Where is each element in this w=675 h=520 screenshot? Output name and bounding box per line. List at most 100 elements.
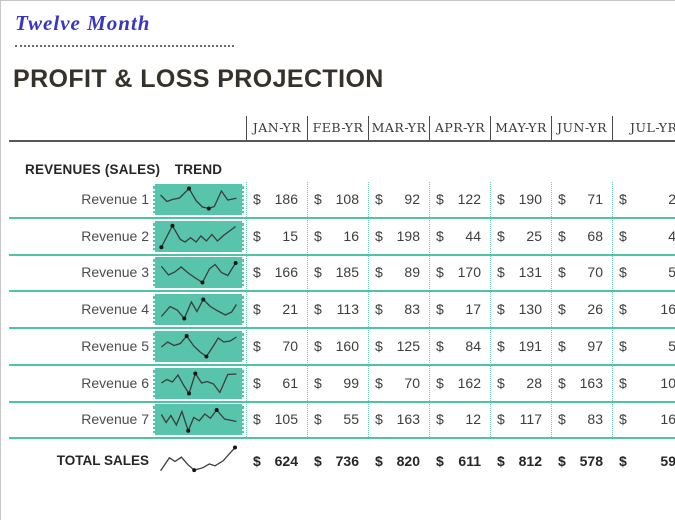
currency-symbol: $ (375, 191, 383, 207)
value-cell-revenue-6-mar-yr[interactable]: $70 (368, 366, 429, 401)
value-cell-revenue-1-jun-yr[interactable]: $71 (551, 182, 612, 217)
trend-sparkline-cell[interactable] (153, 257, 244, 289)
revenue-row-5: Revenue 5 $70$160$125$84$191$97$5 (1, 329, 675, 366)
value-cell-revenue-5-apr-yr[interactable]: $84 (429, 329, 490, 364)
row-divider-line (9, 253, 675, 256)
value-cell-revenue-6-feb-yr[interactable]: $99 (307, 366, 368, 401)
value-cell-revenue-7-jan-yr[interactable]: $105 (246, 402, 307, 437)
currency-symbol: $ (619, 264, 627, 281)
value-cell-revenue-4-apr-yr[interactable]: $17 (429, 292, 490, 327)
value-cell-revenue-3-feb-yr[interactable]: $185 (307, 255, 368, 290)
month-header-apr-yr[interactable]: APR-YR (429, 116, 490, 140)
value-cell-revenue-5-jan-yr[interactable]: $70 (246, 329, 307, 364)
value-cell-revenue-6-jul-yr-clipped[interactable]: $10 (612, 366, 675, 401)
row-label[interactable]: Revenue 1 (81, 191, 149, 207)
value-cell-revenue-1-jan-yr[interactable]: $186 (246, 182, 307, 217)
value-cell-revenue-5-may-yr[interactable]: $191 (490, 329, 551, 364)
value-cell-revenue-4-jul-yr-clipped[interactable]: $16 (612, 292, 675, 327)
trend-sparkline-cell[interactable] (153, 294, 244, 326)
value-cell-revenue-3-apr-yr[interactable]: $170 (429, 255, 490, 290)
row-label[interactable]: Revenue 5 (81, 337, 149, 354)
value-cell-revenue-7-mar-yr[interactable]: $163 (368, 402, 429, 437)
value-cell-revenue-1-jul-yr-clipped[interactable]: $2 (612, 182, 675, 217)
value-cell-total-sales-apr-yr[interactable]: $611 (429, 441, 490, 481)
cell-value-partial: 59 (660, 453, 675, 469)
revenues-section-header[interactable]: REVENUES (SALES) (25, 162, 161, 177)
value-cell-revenue-1-mar-yr[interactable]: $92 (368, 182, 429, 217)
value-cell-revenue-4-feb-yr[interactable]: $113 (307, 292, 368, 327)
trend-sparkline-cell[interactable] (153, 220, 244, 252)
row-label[interactable]: Revenue 6 (81, 374, 149, 391)
currency-symbol: $ (253, 264, 261, 281)
value-cell-revenue-2-mar-yr[interactable]: $198 (368, 219, 429, 254)
trend-column-header[interactable]: TREND (174, 162, 223, 177)
value-cell-revenue-3-jun-yr[interactable]: $70 (551, 255, 612, 290)
month-header-jun-yr[interactable]: JUN-YR (551, 116, 612, 140)
row-label[interactable]: Revenue 3 (81, 264, 149, 281)
sheet-tab-title[interactable]: Twelve Month (15, 11, 151, 35)
currency-symbol: $ (619, 453, 627, 469)
trend-sparkline-cell[interactable] (153, 330, 244, 362)
currency-symbol: $ (497, 411, 505, 428)
currency-symbol: $ (497, 191, 505, 207)
value-cell-revenue-5-feb-yr[interactable]: $160 (307, 329, 368, 364)
value-cell-revenue-1-may-yr[interactable]: $190 (490, 182, 551, 217)
value-cell-revenue-6-apr-yr[interactable]: $162 (429, 366, 490, 401)
value-cell-revenue-7-jul-yr-clipped[interactable]: $16 (612, 402, 675, 437)
row-divider-line (9, 217, 675, 219)
value-cell-revenue-2-jan-yr[interactable]: $15 (246, 219, 307, 254)
month-header-jul-yr[interactable]: JUL-YR (612, 116, 675, 140)
cell-value: 122 (457, 191, 481, 207)
month-header-feb-yr[interactable]: FEB-YR (307, 116, 368, 140)
value-cell-total-sales-feb-yr[interactable]: $736 (307, 441, 368, 481)
value-cell-revenue-2-may-yr[interactable]: $25 (490, 219, 551, 254)
value-cell-revenue-3-jul-yr-clipped[interactable]: $5 (612, 255, 675, 290)
cell-value-partial: 16 (660, 411, 675, 428)
value-cell-total-sales-jun-yr[interactable]: $578 (551, 441, 612, 481)
value-cell-revenue-4-jan-yr[interactable]: $21 (246, 292, 307, 327)
value-cell-revenue-6-may-yr[interactable]: $28 (490, 366, 551, 401)
value-cell-revenue-2-apr-yr[interactable]: $44 (429, 219, 490, 254)
row-label[interactable]: Revenue 2 (81, 227, 149, 244)
value-cell-revenue-3-jan-yr[interactable]: $166 (246, 255, 307, 290)
value-cell-revenue-5-jun-yr[interactable]: $97 (551, 329, 612, 364)
row-label[interactable]: Revenue 7 (81, 411, 149, 428)
value-cell-total-sales-jul-yr-clipped[interactable]: $59 (612, 441, 675, 481)
row-label[interactable]: Revenue 4 (81, 301, 149, 318)
cell-value: 190 (518, 191, 542, 207)
value-cell-revenue-4-jun-yr[interactable]: $26 (551, 292, 612, 327)
value-cell-revenue-2-feb-yr[interactable]: $16 (307, 219, 368, 254)
cell-value: 16 (343, 227, 359, 244)
cell-value: 44 (465, 227, 481, 244)
value-cell-revenue-2-jun-yr[interactable]: $68 (551, 219, 612, 254)
cell-value: 25 (526, 227, 542, 244)
trend-sparkline-cell[interactable] (153, 367, 244, 399)
value-cell-revenue-5-jul-yr-clipped[interactable]: $5 (612, 329, 675, 364)
value-cell-revenue-4-mar-yr[interactable]: $83 (368, 292, 429, 327)
value-cell-revenue-3-may-yr[interactable]: $131 (490, 255, 551, 290)
month-header-mar-yr[interactable]: MAR-YR (368, 116, 429, 140)
value-cell-total-sales-mar-yr[interactable]: $820 (368, 441, 429, 481)
revenue-row-2: Revenue 2 $15$16$198$44$25$68$4 (1, 219, 675, 256)
value-cell-revenue-7-feb-yr[interactable]: $55 (307, 402, 368, 437)
value-cell-revenue-4-may-yr[interactable]: $130 (490, 292, 551, 327)
total-trend-sparkline-cell[interactable] (155, 443, 243, 480)
value-cell-revenue-7-apr-yr[interactable]: $12 (429, 402, 490, 437)
value-cell-revenue-6-jan-yr[interactable]: $61 (246, 366, 307, 401)
value-cell-total-sales-may-yr[interactable]: $812 (490, 441, 551, 481)
value-cell-revenue-3-mar-yr[interactable]: $89 (368, 255, 429, 290)
value-cell-revenue-7-jun-yr[interactable]: $83 (551, 402, 612, 437)
total-sales-label[interactable]: TOTAL SALES (56, 453, 149, 468)
value-cell-revenue-5-mar-yr[interactable]: $125 (368, 329, 429, 364)
month-header-jan-yr[interactable]: JAN-YR (246, 116, 307, 140)
value-cell-revenue-1-apr-yr[interactable]: $122 (429, 182, 490, 217)
trend-sparkline-cell[interactable] (153, 404, 244, 436)
value-cell-revenue-6-jun-yr[interactable]: $163 (551, 366, 612, 401)
value-cell-revenue-2-jul-yr-clipped[interactable]: $4 (612, 219, 675, 254)
trend-sparkline-cell[interactable] (153, 184, 244, 215)
value-cell-revenue-1-feb-yr[interactable]: $108 (307, 182, 368, 217)
value-cell-revenue-7-may-yr[interactable]: $117 (490, 402, 551, 437)
month-header-may-yr[interactable]: MAY-YR (490, 116, 551, 140)
value-cell-total-sales-jan-yr[interactable]: $624 (246, 441, 307, 481)
